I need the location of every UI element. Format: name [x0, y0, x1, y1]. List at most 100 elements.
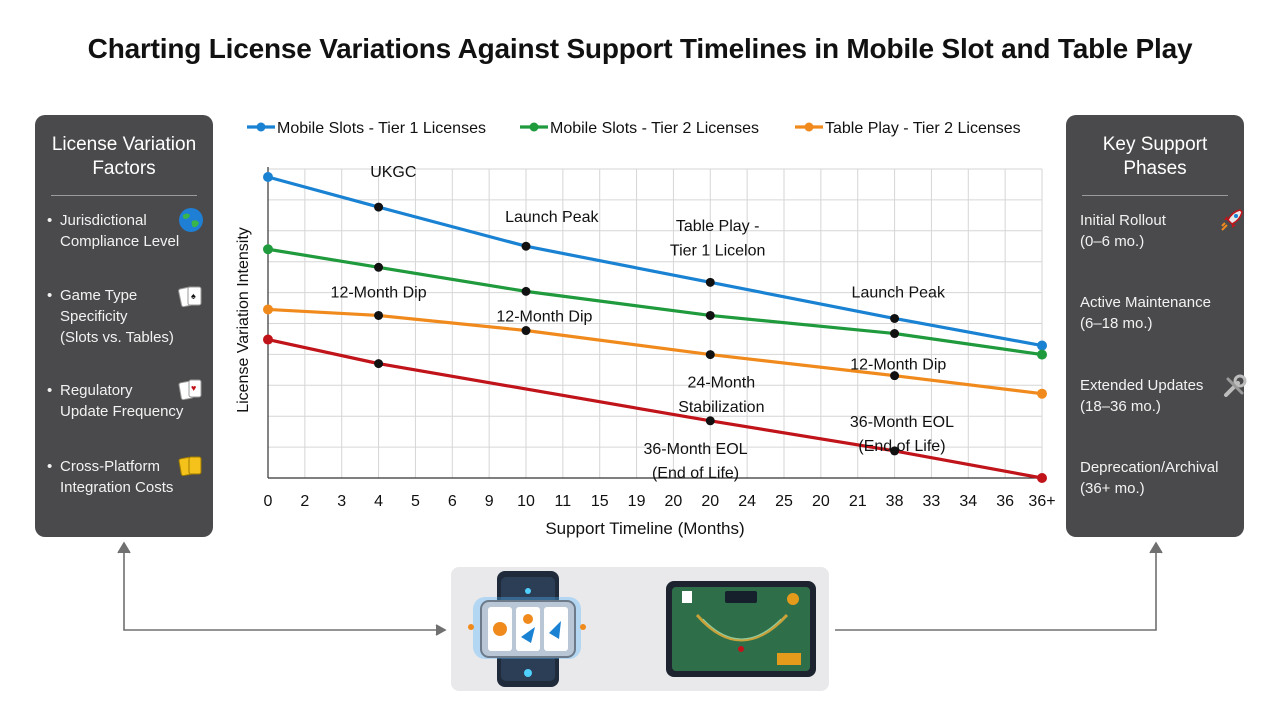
- chart-annotation: (End of Life): [652, 465, 739, 482]
- factor-item-jurisdictional: • Jurisdictional Compliance Level: [47, 208, 203, 252]
- chart-annotation: 36-Month EOL: [850, 414, 954, 431]
- page-title: Charting License Variations Against Supp…: [87, 33, 1193, 64]
- support-phases-panel: Key Support Phases Initial Rollout (0–6 …: [1066, 115, 1247, 537]
- svg-text:♥: ♥: [191, 383, 196, 393]
- legend-label: Mobile Slots - Tier 1 Licenses: [277, 120, 486, 137]
- chart-annotations: UKGC Launch Peak Table Play - Tier 1 Licelo…: [331, 164, 955, 482]
- data-point: [890, 446, 900, 456]
- x-tick-label: 33: [923, 493, 941, 510]
- x-tick-label: 34: [959, 493, 977, 510]
- data-point: [263, 334, 273, 345]
- globe-icon: [179, 208, 203, 232]
- x-tick-label: 4: [374, 493, 383, 510]
- series-line: [267, 175, 1043, 348]
- legend-marker: [804, 122, 814, 132]
- chart-annotation: Table Play -: [676, 218, 760, 235]
- data-point: [521, 241, 531, 251]
- phase-item-extended-updates: Extended Updates (18–36 mo.): [1080, 374, 1247, 417]
- data-point: [1037, 349, 1047, 360]
- x-tick-label: 15: [591, 493, 609, 510]
- data-point: [374, 359, 384, 369]
- panel-divider: [1082, 195, 1228, 196]
- x-tick-label: 25: [775, 493, 793, 510]
- data-point: [1037, 388, 1047, 399]
- license-factors-panel: License Variation Factors • Jurisdiction…: [35, 115, 213, 537]
- chart-annotation: 24-Month: [688, 375, 756, 392]
- device-illustration-tray: [451, 567, 829, 691]
- x-tick-label: 5: [411, 493, 420, 510]
- chart-annotation: Launch Peak: [852, 284, 946, 301]
- series-line: [267, 307, 1043, 396]
- chart-annotation: Launch Peak: [505, 209, 599, 226]
- phone-slot-icon: [468, 571, 586, 687]
- mobile-slot-and-table-illustration: [468, 571, 816, 687]
- legend-label: Mobile Slots - Tier 2 Licenses: [550, 120, 759, 137]
- x-tick-label: 24: [738, 493, 756, 510]
- rocket-icon: [1221, 209, 1243, 231]
- data-point: [374, 262, 384, 272]
- data-point: [263, 304, 273, 315]
- data-point: [521, 326, 531, 336]
- data-point: [1037, 340, 1047, 351]
- x-tick-label: 0: [264, 493, 273, 510]
- chart-legend: Mobile Slots - Tier 1 Licenses Mobile Slo…: [247, 120, 1021, 137]
- x-tick-label: 36: [996, 493, 1014, 510]
- cards-icon: [178, 456, 202, 477]
- y-axis-label: License Variation Intensity: [235, 227, 252, 413]
- data-point: [705, 310, 715, 320]
- x-tick-label: 20: [665, 493, 683, 510]
- x-tick-label: 19: [628, 493, 646, 510]
- data-point: [263, 172, 273, 182]
- data-point: [374, 310, 384, 320]
- x-tick-label: 36+: [1028, 493, 1055, 510]
- data-point: [374, 202, 384, 212]
- x-tick-label: 20: [812, 493, 830, 510]
- chart-annotation: (End of Life): [858, 438, 945, 455]
- data-point: [890, 313, 900, 323]
- chart-annotation: 12-Month Dip: [496, 308, 592, 325]
- chart-annotation: Tier 1 Licelon: [670, 242, 765, 259]
- legend-marker: [256, 122, 266, 132]
- legend-label: Table Play - Tier 2 Licenses: [825, 120, 1021, 137]
- wrench-icon: [1224, 374, 1247, 397]
- data-point: [890, 371, 900, 381]
- x-tick-label: 2: [300, 493, 309, 510]
- chart-annotation: 12-Month Dip: [850, 357, 946, 374]
- chart-annotation: 12-Month Dip: [331, 284, 427, 301]
- chart-grid: [267, 168, 1043, 479]
- x-tick-labels: 0 2 3 4 5 6 9 10 11 15 19 20 20 24 25 20 21 38 33 34 36 36+: [264, 493, 1056, 510]
- factor-item-regulatory: • Regulatory Update Frequency ♥: [47, 379, 203, 422]
- factor-item-cross-platform: • Cross-Platform Integration Costs: [47, 456, 203, 498]
- x-tick-label: 11: [555, 493, 572, 510]
- data-point: [705, 416, 715, 426]
- data-point: [705, 277, 715, 287]
- panel-title: Key Support Phases: [1102, 134, 1208, 179]
- panel-divider: [51, 195, 197, 196]
- data-point: [890, 329, 900, 339]
- x-tick-label: 10: [517, 493, 535, 510]
- chart-annotation: Stabilization: [678, 399, 764, 416]
- tablet-table-game-icon: [666, 581, 816, 677]
- svg-text:♠: ♠: [191, 291, 196, 301]
- playing-cards-icon: ♠: [178, 286, 202, 308]
- x-tick-label: 6: [448, 493, 457, 510]
- data-point: [263, 244, 273, 255]
- panel-title: License Variation Factors: [51, 134, 197, 179]
- phase-item-deprecation: Deprecation/Archival (36+ mo.): [1080, 459, 1219, 497]
- phase-item-active-maintenance: Active Maintenance (6–18 mo.): [1080, 294, 1211, 332]
- chart-axes: [267, 167, 1044, 479]
- x-tick-label: 38: [886, 493, 904, 510]
- x-tick-label: 9: [485, 493, 494, 510]
- data-point: [1037, 473, 1047, 483]
- phase-item-initial-rollout: Initial Rollout (0–6 mo.): [1080, 209, 1243, 252]
- x-axis-label: Support Timeline (Months): [545, 519, 744, 538]
- series-line: [267, 247, 1043, 357]
- chart-annotation: UKGC: [370, 164, 416, 181]
- legend-marker: [529, 122, 539, 132]
- x-tick-label: 20: [701, 493, 719, 510]
- data-point: [521, 286, 531, 296]
- chart-annotation: 36-Month EOL: [644, 441, 748, 458]
- x-tick-label: 3: [337, 493, 346, 510]
- factor-item-game-type: • Game Type Specificity (Slots vs. Table…: [47, 285, 203, 348]
